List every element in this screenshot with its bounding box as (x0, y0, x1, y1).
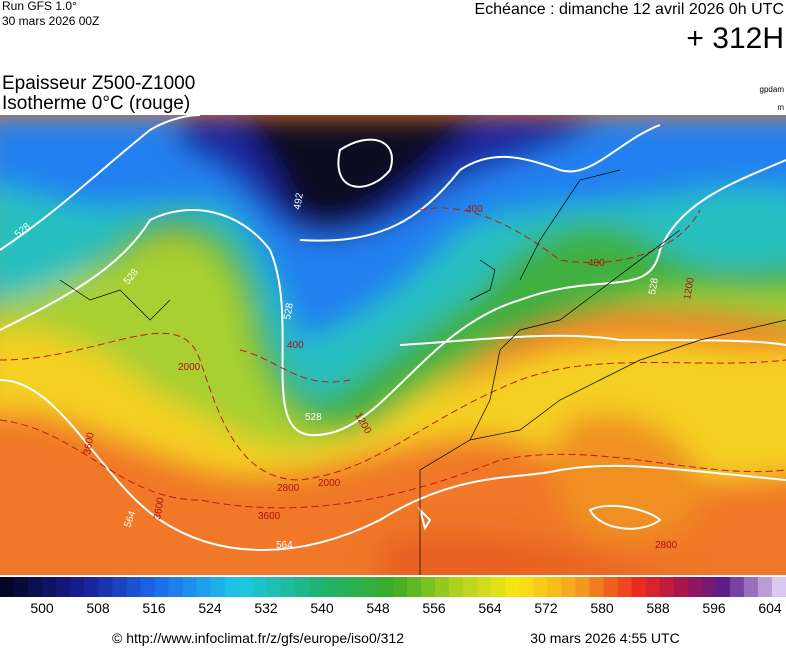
colorbar-cell (210, 577, 226, 597)
isotherm-label: 400 (466, 204, 483, 215)
colorbar-label: 548 (366, 600, 390, 616)
contour-label: 492 (292, 192, 306, 211)
footer-url: © http://www.infoclimat.fr/z/gfs/europe/… (112, 630, 404, 646)
isotherm-label: 2800 (655, 540, 678, 551)
colorbar-cell (336, 577, 352, 597)
colorbar-cell (378, 577, 394, 597)
colorbar-cell (673, 577, 689, 597)
echeance: Echéance : dimanche 12 avril 2026 0h UTC (474, 1, 784, 18)
colorbar-cell (421, 577, 436, 597)
colorbar-cell (140, 577, 155, 597)
colorbar-cell (70, 577, 85, 597)
colorbar-cell (757, 577, 773, 597)
colorbar-cell (645, 577, 661, 597)
colorbar-cell (519, 577, 534, 597)
contour-label: 564 (276, 540, 293, 551)
colorbar-cell (252, 577, 268, 597)
colorbar-cell (14, 577, 29, 597)
colorbar-cell (631, 577, 647, 597)
colorbar-cell (350, 577, 366, 597)
colorbar: 500 508 516 524 532 540 548 556 564 572 580 588 596 6… (0, 577, 786, 616)
colorbar-cell (0, 577, 15, 597)
colorbar-cell (364, 577, 380, 597)
run: Run GFS 1.0° (2, 0, 77, 13)
colorbar-cell (617, 577, 633, 597)
colorbar-label: 540 (310, 600, 334, 616)
colorbar-cell (771, 577, 786, 597)
colorbar-cell (477, 577, 492, 597)
colorbar-cell (238, 577, 254, 597)
colorbar-cell (435, 577, 450, 597)
colorbar-label: 524 (198, 600, 222, 616)
colorbar-cell (294, 577, 310, 597)
colorbar-cell (463, 577, 478, 597)
unit-thickness: gpdam (760, 85, 785, 94)
contour-label: 528 (647, 277, 661, 296)
colorbar-label: 556 (422, 600, 446, 616)
map: 492 528 528 528 528 528 564 564 400 400 … (0, 115, 786, 575)
colorbar-cell (266, 577, 282, 597)
colorbar-label: 532 (254, 600, 278, 616)
colorbar-cell (126, 577, 141, 597)
isotherm-label: 3600 (258, 511, 281, 522)
colorbar-cell (56, 577, 71, 597)
isotherm-label: 400 (588, 258, 605, 269)
contour-label: 528 (282, 302, 296, 321)
colorbar-cell (154, 577, 169, 597)
lead-time: + 312H (686, 22, 784, 55)
isotherm-label: 2000 (178, 362, 201, 373)
colorbar-label: 596 (702, 600, 726, 616)
colorbar-cell (407, 577, 422, 597)
colorbar-cell (715, 577, 731, 597)
colorbar-cell (98, 577, 113, 597)
colorbar-label: 508 (86, 600, 110, 616)
colorbar-cell (687, 577, 703, 597)
colorbar-label: 580 (590, 600, 614, 616)
colorbar-cell (589, 577, 605, 597)
colorbar-label: 588 (646, 600, 670, 616)
colorbar-cell (224, 577, 240, 597)
isotherm-label: 3600 (152, 496, 167, 520)
colorbar-label: 572 (534, 600, 558, 616)
colorbar-cell (42, 577, 57, 597)
colorbar-cell (322, 577, 338, 597)
colorbar-cell (603, 577, 619, 597)
colorbar-cell (533, 577, 548, 597)
colorbar-cell (743, 577, 759, 597)
colorbar-cell (196, 577, 212, 597)
isotherm-label: 1200 (682, 276, 697, 300)
colorbar-cell (701, 577, 717, 597)
colorbar-cell (505, 577, 520, 597)
footer-date: 30 mars 2026 4:55 UTC (530, 630, 679, 646)
colorbar-label: 604 (758, 600, 782, 616)
colorbar-cell (729, 577, 745, 597)
colorbar-label: 500 (30, 600, 54, 616)
colorbar-cell (280, 577, 296, 597)
colorbar-cell (393, 577, 408, 597)
colorbar-cell (28, 577, 43, 597)
contour-label: 528 (305, 412, 322, 423)
colorbar-cell (112, 577, 127, 597)
colorbar-cell (575, 577, 590, 597)
title-line1: Epaisseur Z500-Z1000 (2, 73, 195, 94)
colorbar-cell (547, 577, 562, 597)
isotherm-label: 3600 (82, 431, 97, 455)
colorbar-label: 564 (478, 600, 502, 616)
colorbar-cell (659, 577, 675, 597)
colorbar-cell (449, 577, 464, 597)
unit-isotherm: m (777, 103, 784, 112)
colorbar-cell (84, 577, 99, 597)
title-line2: Isotherme 0°C (rouge) (2, 93, 190, 114)
colorbar-cell (491, 577, 506, 597)
run-date: 30 mars 2026 00Z (2, 14, 99, 28)
colorbar-cell (308, 577, 324, 597)
isotherm-label: 2800 (277, 483, 300, 494)
isotherm-label: 400 (287, 340, 304, 351)
isotherm-label: 2000 (318, 478, 341, 489)
colorbar-cell (182, 577, 197, 597)
colorbar-cell (561, 577, 576, 597)
colorbar-cell (168, 577, 183, 597)
colorbar-label: 516 (142, 600, 166, 616)
